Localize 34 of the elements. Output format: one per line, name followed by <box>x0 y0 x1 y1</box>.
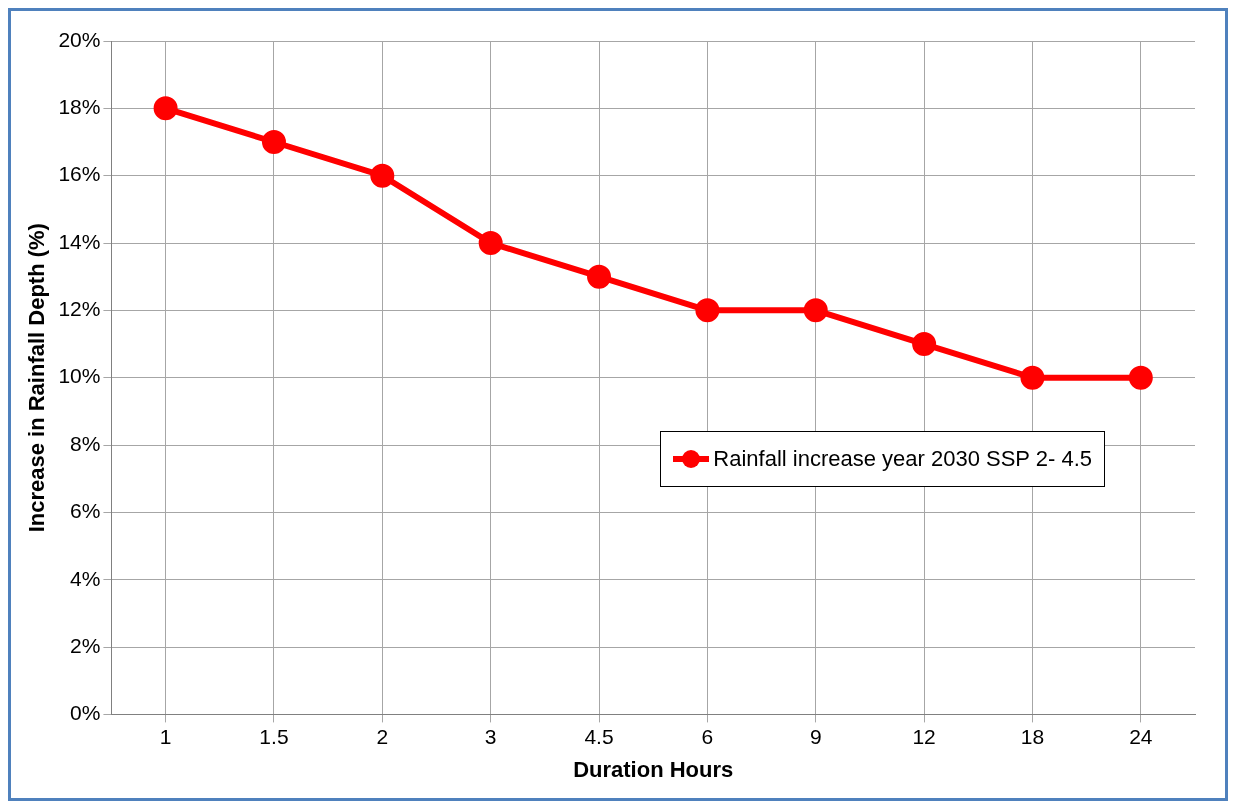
point <box>1020 365 1045 390</box>
x-axis-title: Duration Hours <box>573 756 734 782</box>
x-tick-label: 6 <box>701 724 714 748</box>
point <box>803 298 828 323</box>
point <box>912 332 937 357</box>
y-tick-label: 0% <box>70 701 101 725</box>
x-tick-label: 2 <box>376 724 389 748</box>
y-tick-label: 10% <box>58 364 101 388</box>
x-tick-label: 1.5 <box>259 724 289 748</box>
point <box>695 298 720 323</box>
x-tick-label: 24 <box>1129 724 1153 748</box>
y-tick-label: 8% <box>70 431 101 455</box>
y-tick-label: 16% <box>58 162 101 186</box>
y-tick-label: 12% <box>58 297 101 321</box>
point <box>153 96 178 121</box>
y-tick-label: 18% <box>58 95 101 119</box>
legend-label: Rainfall increase year 2030 SSP 2- 4.5 <box>713 446 1092 472</box>
point <box>1128 365 1153 390</box>
point <box>261 130 286 155</box>
x-tick-label: 12 <box>912 724 936 748</box>
x-tick-label: 3 <box>484 724 497 748</box>
y-axis-title: Increase in Rainfall Depth (%) <box>24 223 50 533</box>
y-tick-label: 2% <box>70 633 101 657</box>
x-tick-label: 18 <box>1020 724 1045 748</box>
x-tick-label: 1 <box>159 724 172 748</box>
point <box>370 163 395 188</box>
point <box>587 264 612 289</box>
y-tick-label: 6% <box>70 499 101 523</box>
point <box>478 231 503 256</box>
y-tick-label: 14% <box>58 229 101 253</box>
x-tick-label: 4.5 <box>584 724 614 748</box>
y-tick-label: 4% <box>70 566 101 590</box>
x-tick-label: 9 <box>809 724 822 748</box>
y-tick-label: 20% <box>58 27 101 51</box>
